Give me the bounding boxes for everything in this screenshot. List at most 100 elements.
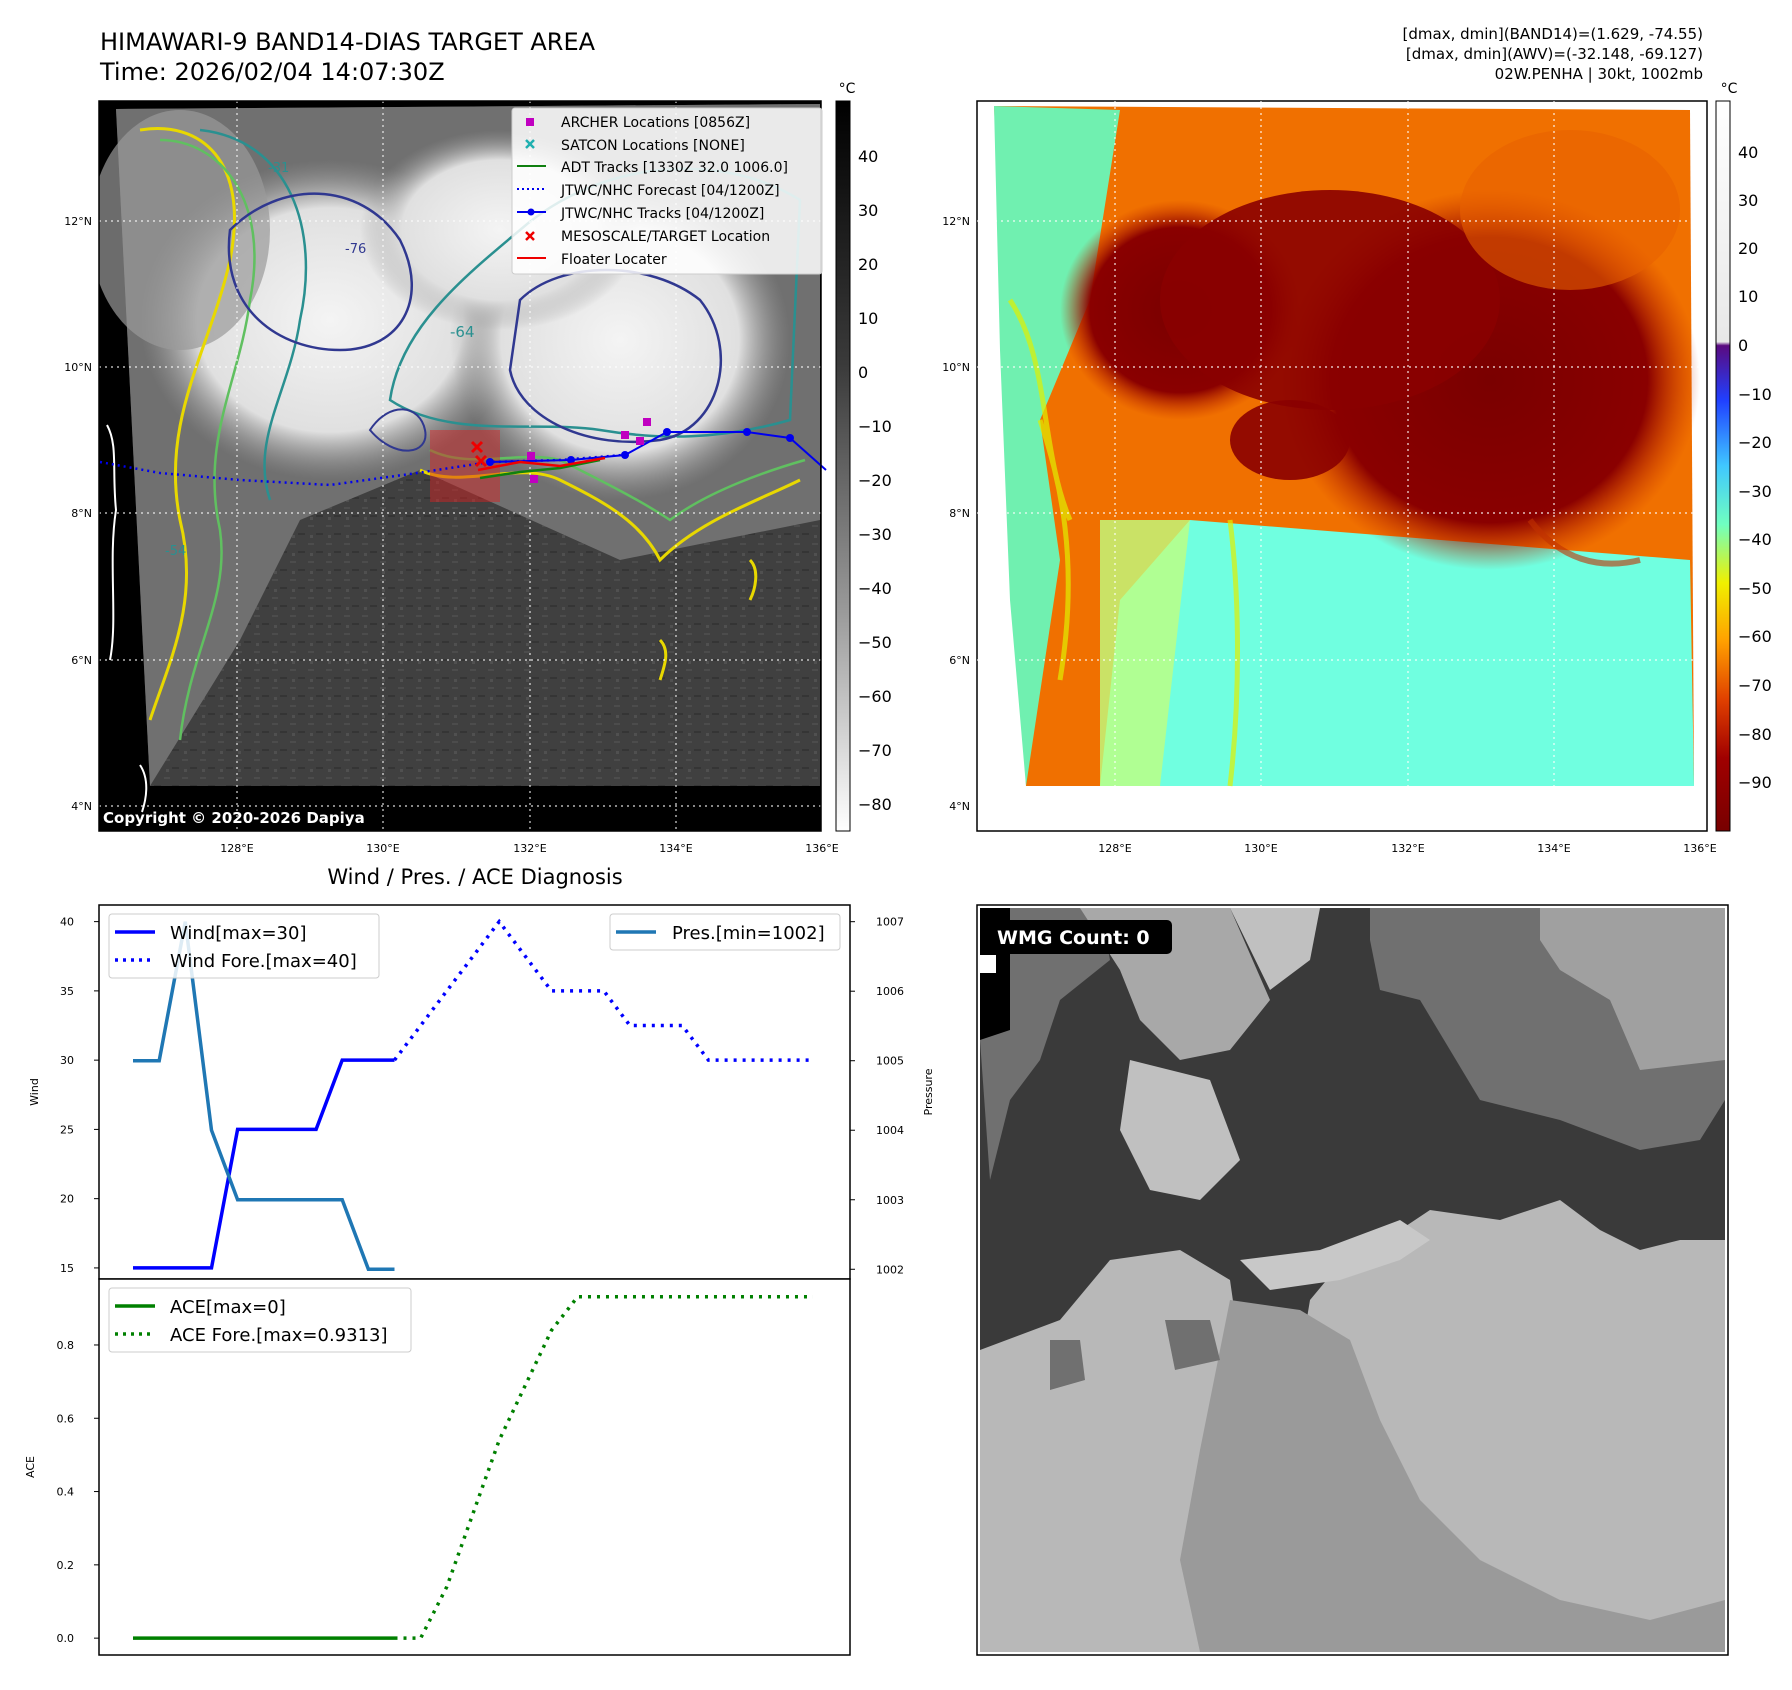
- legend-archer-label: ARCHER Locations [0856Z]: [561, 115, 750, 131]
- colorbar-tick: −70: [1738, 676, 1772, 695]
- lon-label: 136°E: [805, 842, 838, 855]
- lat-label: 4°N: [71, 800, 92, 813]
- legend-adt-label: ADT Tracks [1330Z 32.0 1006.0]: [561, 160, 788, 176]
- legend-target-label: MESOSCALE/TARGET Location: [561, 229, 770, 245]
- ir-contour-labels: -76 -64 -31 -54: [165, 161, 475, 559]
- pressure-tick-label: 1003: [876, 1194, 904, 1207]
- ace-axis-ticks: 0.0 0.2 0.4 0.6 0.8: [57, 1339, 99, 1645]
- enhanced-imagery: [994, 106, 1700, 787]
- colorbar-tick: −30: [858, 525, 892, 544]
- lat-label: 6°N: [949, 654, 970, 667]
- enhanced-lat-labels: 12°N 10°N 8°N 6°N 4°N: [942, 215, 970, 813]
- ace-series-layer: [133, 1295, 813, 1640]
- legend-wind-label: Wind[max=30]: [170, 923, 307, 944]
- wind-pressure-panel: 15 20 25 30 35 40 1002 1003 1004 1005 1006 1007 Wi…: [28, 904, 935, 1280]
- legend-target-marker: [525, 231, 535, 241]
- wmg-count-label: WMG Count: 0: [997, 927, 1150, 949]
- ace-legend: ACE[max=0] ACE Fore.[max=0.9313]: [108, 1287, 412, 1353]
- gray-colorbar: °C 40 30 20 10 0 −10 −20 −30 −40 −50 −60…: [835, 81, 892, 832]
- info-line-2: [dmax, dmin](AWV)=(-32.148, -69.127): [1406, 45, 1703, 63]
- colorbar-tick: −60: [1738, 627, 1772, 646]
- contour-label: -76: [345, 242, 366, 257]
- colorbar-tick: −50: [1738, 579, 1772, 598]
- colorbar-tick: −20: [1738, 433, 1772, 452]
- legend-forecast-label: JTWC/NHC Forecast [04/1200Z]: [560, 183, 780, 199]
- ace-forecast-series-line: [394, 1295, 813, 1640]
- colorbar-tick: −80: [858, 795, 892, 814]
- lat-label: 8°N: [949, 507, 970, 520]
- pressure-tick-label: 1004: [876, 1124, 904, 1137]
- jtwc-track-points: [486, 428, 794, 466]
- ace-panel: 0.0 0.2 0.4 0.6 0.8 ACE ACE[max=0] ACE Fore.…: [24, 1278, 851, 1656]
- wind-axis-ticks: 15 20 25 30 35 40: [60, 916, 99, 1275]
- lat-label: 12°N: [942, 215, 970, 228]
- pressure-axis-ticks: 1002 1003 1004 1005 1006 1007: [850, 916, 904, 1276]
- ace-axis-label: ACE: [24, 1456, 37, 1478]
- lat-label: 8°N: [71, 507, 92, 520]
- colorbar-tick: 10: [858, 309, 878, 328]
- wind-tick-label: 20: [60, 1193, 74, 1206]
- colorbar-tick: −10: [858, 417, 892, 436]
- legend-ace-fore-label: ACE Fore.[max=0.9313]: [170, 1325, 388, 1346]
- pressure-tick-label: 1006: [876, 985, 904, 998]
- ace-tick-label: 0.2: [57, 1559, 75, 1572]
- ace-tick-label: 0.6: [57, 1412, 75, 1425]
- colorbar-tick: −20: [858, 471, 892, 490]
- contour-label: -64: [450, 323, 475, 341]
- wind-series-line: [133, 1058, 395, 1270]
- ir-map-panel: -76 -64 -31 -54: [64, 100, 839, 855]
- pressure-tick-label: 1005: [876, 1055, 904, 1068]
- target-location-markers: [470, 440, 488, 468]
- pressure-tick-label: 1007: [876, 916, 904, 929]
- gray-colorbar-unit: °C: [839, 81, 856, 97]
- lon-label: 132°E: [1391, 842, 1424, 855]
- ace-tick-label: 0.4: [57, 1486, 75, 1499]
- lon-label: 130°E: [366, 842, 399, 855]
- floater-locater: [477, 456, 606, 472]
- pressure-axis-label: Pressure: [922, 1068, 935, 1115]
- color-colorbar-ticks: 40 30 20 10 0 −10 −20 −30 −40 −50 −60 −7…: [1738, 143, 1772, 792]
- lon-label: 136°E: [1683, 842, 1716, 855]
- figure-title: HIMAWARI-9 BAND14-DIAS TARGET AREA: [100, 28, 596, 56]
- enhanced-map-panel: 12°N 10°N 8°N 6°N 4°N 128°E 130°E 132°E …: [942, 100, 1717, 855]
- enhanced-gridlines: [977, 101, 1707, 831]
- colorbar-tick: −60: [858, 687, 892, 706]
- info-line-1: [dmax, dmin](BAND14)=(1.629, -74.55): [1403, 25, 1703, 43]
- diagnosis-title: Wind / Pres. / ACE Diagnosis: [327, 865, 622, 889]
- legend-satcon-marker: [525, 139, 535, 149]
- wmg-imagery: [980, 908, 1725, 1652]
- wind-legend: Wind[max=30] Wind Fore.[max=40]: [108, 913, 380, 979]
- legend-archer-marker: [526, 118, 534, 126]
- ir-map-legend: ARCHER Locations [0856Z] SATCON Location…: [511, 107, 823, 275]
- lon-label: 132°E: [513, 842, 546, 855]
- wind-tick-label: 25: [60, 1123, 74, 1136]
- colorbar-tick: 20: [858, 255, 878, 274]
- wind-forecast-series-line: [393, 918, 813, 1062]
- gray-colorbar-ticks: 40 30 20 10 0 −10 −20 −30 −40 −50 −60 −7…: [858, 147, 892, 814]
- lat-label: 12°N: [64, 215, 92, 228]
- ir-lon-labels: 128°E 130°E 132°E 134°E 136°E: [220, 842, 838, 855]
- legend-tracks-label: JTWC/NHC Tracks [04/1200Z]: [560, 206, 764, 222]
- pressure-tick-label: 1002: [876, 1263, 904, 1276]
- wind-tick-label: 40: [60, 916, 74, 929]
- wmg-count-badge: [986, 920, 1172, 954]
- archer-locations: [527, 418, 651, 483]
- lat-label: 10°N: [64, 361, 92, 374]
- colorbar-tick: 40: [858, 147, 878, 166]
- enhanced-lon-labels: 128°E 130°E 132°E 134°E 136°E: [1098, 842, 1716, 855]
- colorbar-tick: 30: [858, 201, 878, 220]
- colorbar-tick: 20: [1738, 239, 1758, 258]
- color-colorbar-unit: °C: [1721, 81, 1738, 97]
- wind-axis-label: Wind: [28, 1078, 41, 1106]
- colorbar-tick: −40: [1738, 530, 1772, 549]
- lon-label: 134°E: [1537, 842, 1570, 855]
- lon-label: 128°E: [220, 842, 253, 855]
- colorbar-tick: 30: [1738, 191, 1758, 210]
- colorbar-tick: 40: [1738, 143, 1758, 162]
- colorbar-tick: −30: [1738, 482, 1772, 501]
- wind-tick-label: 35: [60, 985, 74, 998]
- colorbar-tick: −50: [858, 633, 892, 652]
- lon-label: 134°E: [659, 842, 692, 855]
- wind-tick-label: 30: [60, 1054, 74, 1067]
